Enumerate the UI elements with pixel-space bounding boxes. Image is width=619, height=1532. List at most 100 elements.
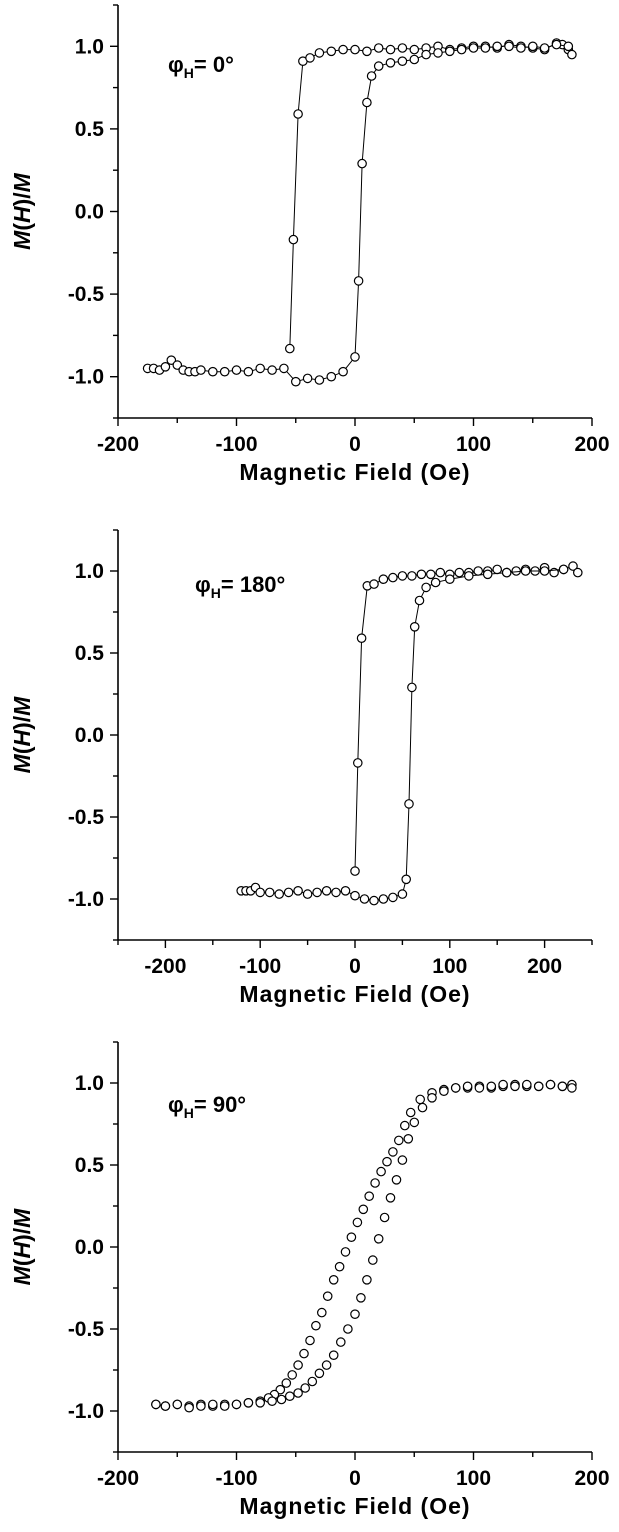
data-point [435, 567, 446, 578]
data-point [378, 894, 389, 904]
data-point [346, 1232, 357, 1242]
data-point [557, 1081, 568, 1092]
data-point [551, 39, 562, 50]
angle-annotation: φH= 0° [168, 52, 234, 81]
data-point [409, 621, 420, 632]
data-point [462, 1081, 473, 1092]
data-point [454, 567, 465, 578]
data-point [172, 1399, 183, 1410]
data-point [357, 158, 367, 169]
x-tick-label: -100 [215, 433, 257, 456]
y-axis-title: M(H)/M [9, 1208, 35, 1286]
data-point [312, 887, 322, 898]
data-point [407, 682, 417, 693]
data-point [421, 582, 431, 593]
data-point [243, 1398, 254, 1408]
data-point [430, 577, 441, 588]
data-point [321, 1360, 332, 1370]
data-point [274, 889, 284, 899]
data-point [358, 1204, 369, 1215]
data-point [572, 567, 583, 578]
data-point [391, 1175, 402, 1185]
x-tick-label: -100 [239, 955, 281, 978]
x-tick-label: 0 [349, 955, 361, 978]
data-point [302, 889, 313, 899]
y-axis-title: M(H)/M [9, 696, 35, 774]
data-point [399, 1120, 410, 1131]
data-point [267, 1396, 277, 1406]
data-point [397, 56, 408, 66]
data-point [362, 1275, 372, 1285]
y-tick-label: 1.0 [75, 560, 104, 583]
data-point [468, 43, 479, 53]
data-point [416, 569, 427, 580]
data-point [231, 1399, 242, 1410]
data-point [567, 1083, 577, 1093]
data-point [326, 371, 337, 382]
data-point [302, 373, 313, 384]
data-point [343, 1324, 353, 1334]
x-tick-label: -200 [97, 433, 139, 456]
data-point [160, 361, 171, 372]
data-point [414, 595, 425, 606]
data-point [520, 566, 531, 576]
x-tick-label: 200 [574, 433, 609, 456]
data-point [501, 567, 512, 578]
data-point [444, 574, 455, 584]
data-point [352, 758, 363, 768]
x-tick-label: 100 [432, 955, 467, 978]
data-point [511, 566, 521, 576]
data-point [311, 1320, 321, 1331]
data-point [293, 109, 303, 119]
data-point [568, 561, 578, 571]
y-axis-title: M(H)/M [9, 172, 35, 250]
data-point [388, 1147, 398, 1157]
data-point [369, 895, 379, 906]
data-point [166, 355, 177, 365]
data-point [433, 48, 443, 58]
data-point [335, 1337, 346, 1347]
y-tick-label: -0.5 [68, 1318, 105, 1341]
y-tick-label: 0.5 [75, 1154, 105, 1177]
data-point [331, 887, 341, 898]
data-point [160, 1401, 171, 1411]
data-point [397, 571, 408, 581]
data-point [264, 887, 275, 898]
data-point [276, 1394, 287, 1405]
data-point [283, 887, 294, 898]
y-tick-label: -1.0 [68, 1400, 104, 1423]
data-point [243, 366, 254, 377]
data-point [208, 366, 218, 377]
data-point [284, 1391, 295, 1401]
data-point [208, 1399, 218, 1410]
y-tick-label: 0.5 [75, 642, 105, 665]
data-point [521, 1079, 532, 1090]
y-tick-label: -0.5 [68, 806, 105, 829]
data-point [362, 46, 372, 57]
data-point [353, 276, 364, 286]
y-tick-label: -0.5 [68, 283, 105, 306]
data-point [255, 887, 265, 898]
data-point [307, 1376, 318, 1387]
data-point [486, 1081, 497, 1092]
y-tick-label: -1.0 [68, 888, 104, 911]
data-point [314, 48, 325, 58]
data-point [364, 1191, 374, 1201]
x-tick-label: 100 [456, 433, 491, 456]
data-point [545, 1079, 556, 1090]
x-axis-title: Magnetic Field (Oe) [239, 1493, 470, 1519]
data-point [539, 43, 550, 53]
data-point [356, 633, 367, 643]
data-point [359, 894, 370, 904]
data-point [340, 1247, 351, 1257]
chart-panel-3: -200 -100 0 100 200 1.0 0.5 0.0 -0.5 -1.0 Magnetic… [9, 1041, 610, 1519]
data-point [373, 1234, 384, 1244]
data-point [287, 1370, 297, 1380]
data-point [417, 1102, 428, 1113]
y-tick-label: -1.0 [68, 366, 104, 389]
angle-annotation: φH= 90° [168, 1092, 246, 1121]
data-point [539, 566, 550, 576]
x-tick-label: -100 [215, 1467, 257, 1490]
x-tick-label: 0 [349, 433, 361, 456]
